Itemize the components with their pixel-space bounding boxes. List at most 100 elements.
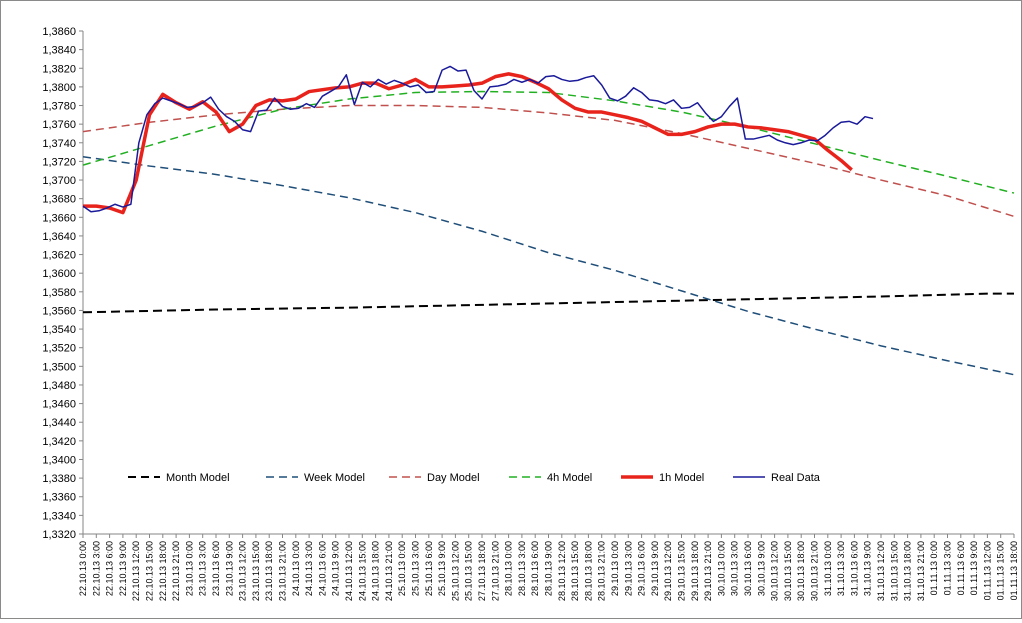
series-layer — [82, 65, 1015, 376]
x-tick-label: 28.10.13 0:00 — [504, 541, 514, 596]
y-tick-label: 1,3360 — [42, 492, 76, 504]
x-tick-label: 23.10.13 3:00 — [198, 541, 208, 596]
x-tick-label: 28.10.13 18:00 — [583, 541, 593, 601]
x-tick-label: 24.10.13 9:00 — [331, 541, 341, 596]
x-tick-label: 23.10.13 6:00 — [211, 541, 221, 596]
y-tick-label: 1,3660 — [42, 212, 76, 224]
series-line-month-model — [82, 292, 1014, 314]
x-tick-label: 24.10.13 18:00 — [371, 541, 381, 601]
legend-label-month-model: Month Model — [166, 472, 230, 484]
y-tick-label: 1,3320 — [42, 529, 76, 541]
y-tick-label: 1,3420 — [42, 436, 76, 448]
plot-frame — [82, 31, 1014, 535]
x-tick-label: 22.10.13 21:00 — [171, 541, 181, 601]
x-tick-label: 25.10.13 12:00 — [450, 541, 460, 601]
x-tick-label: 28.10.13 12:00 — [557, 541, 567, 601]
x-tick-label: 30.10.13 0:00 — [716, 541, 726, 596]
y-tick-label: 1,3700 — [42, 175, 76, 187]
series-line-week-model — [82, 156, 1015, 376]
x-tick-label: 31.10.13 12:00 — [876, 541, 886, 601]
x-tick-label: 22.10.13 3:00 — [91, 541, 101, 596]
x-tick-label: 22.10.13 0:00 — [78, 541, 88, 596]
y-tick-label: 1,3520 — [42, 343, 76, 355]
x-tick-label: 28.10.13 3:00 — [517, 541, 527, 596]
y-tick-label: 1,3740 — [42, 138, 76, 150]
x-tick-label: 24.10.13 3:00 — [304, 541, 314, 596]
x-tick-label: 30.10.13 18:00 — [796, 541, 806, 601]
y-tick-label: 1,3600 — [42, 268, 76, 280]
x-tick-label: 29.10.13 9:00 — [650, 541, 660, 596]
legend-label-1h-model: 1h Model — [659, 472, 704, 484]
y-tick-label: 1,3540 — [42, 324, 76, 336]
x-tick-label: 30.10.13 6:00 — [743, 541, 753, 596]
y-tick-label: 1,3760 — [42, 119, 76, 131]
legend-box — [108, 463, 834, 491]
x-tick-label: 24.10.13 0:00 — [291, 541, 301, 596]
y-tick-label: 1,3720 — [42, 156, 76, 168]
x-tick-label: 27.10.13 21:00 — [490, 541, 500, 601]
x-tick-label: 29.10.13 3:00 — [623, 541, 633, 596]
x-tick-label: 24.10.13 15:00 — [357, 541, 367, 601]
x-tick-label: 25.10.13 0:00 — [397, 541, 407, 596]
x-tick-label: 24.10.13 21:00 — [384, 541, 394, 601]
y-tick-label: 1,3780 — [42, 101, 76, 113]
y-tick-label: 1,3500 — [42, 361, 76, 373]
x-tick-label: 25.10.13 6:00 — [424, 541, 434, 596]
x-tick-label: 27.10.13 18:00 — [477, 541, 487, 601]
y-tick-label: 1,3840 — [42, 45, 76, 57]
x-tick-label: 29.10.13 21:00 — [703, 541, 713, 601]
x-tick-label: 29.10.13 18:00 — [690, 541, 700, 601]
x-tick-label: 23.10.13 12:00 — [238, 541, 248, 601]
series-line-real-data — [82, 65, 874, 213]
x-tick-label: 23.10.13 9:00 — [224, 541, 234, 596]
x-tick-label: 28.10.13 15:00 — [570, 541, 580, 601]
y-tick-label: 1,3580 — [42, 287, 76, 299]
x-tick-label: 31.10.13 9:00 — [863, 541, 873, 596]
x-tick-label: 31.10.13 6:00 — [849, 541, 859, 596]
legend-label-4h-model: 4h Model — [547, 472, 592, 484]
x-tick-label: 31.10.13 3:00 — [836, 541, 846, 596]
y-tick-label: 1,3620 — [42, 250, 76, 262]
x-tick-label: 29.10.13 0:00 — [610, 541, 620, 596]
x-tick-label: 22.10.13 18:00 — [158, 541, 168, 601]
x-tick-label: 31.10.13 15:00 — [889, 541, 899, 601]
x-tick-label: 01.11.13 18:00 — [1009, 541, 1019, 600]
y-tick-label: 1,3440 — [42, 417, 76, 429]
series-line-1h-model — [83, 72, 853, 215]
x-tick-label: 25.10.13 9:00 — [437, 541, 447, 596]
x-tick-label: 25.10.13 3:00 — [411, 541, 421, 596]
legend-label-day-model: Day Model — [427, 472, 480, 484]
series-line-4h-model — [82, 90, 1015, 194]
x-tick-label: 30.10.13 9:00 — [756, 541, 766, 596]
y-tick-label: 1,3560 — [42, 305, 76, 317]
x-tick-label: 24.10.13 12:00 — [344, 541, 354, 601]
x-tick-label: 01.11.13 3:00 — [943, 541, 953, 595]
y-tick-label: 1,3860 — [42, 26, 76, 38]
x-tick-label: 30.10.13 21:00 — [810, 541, 820, 601]
y-tick-label: 1,3820 — [42, 63, 76, 75]
y-tick-label: 1,3640 — [42, 231, 76, 243]
y-axis: 1,3320 1,3340 1,3360 1,3380 1,3400 1,3420 1,34… — [42, 26, 83, 541]
legend-label-real-data: Real Data — [771, 472, 821, 484]
x-tick-label: 22.10.13 9:00 — [118, 541, 128, 596]
y-tick-label: 1,3480 — [42, 380, 76, 392]
x-tick-label: 01.11.13 15:00 — [996, 541, 1006, 600]
x-tick-label: 29.10.13 15:00 — [677, 541, 687, 601]
x-tick-label: 23.10.13 15:00 — [251, 541, 261, 601]
y-tick-label: 1,3680 — [42, 194, 76, 206]
y-tick-label: 1,3380 — [42, 473, 76, 485]
x-tick-label: 30.10.13 3:00 — [730, 541, 740, 596]
x-tick-label: 01.11.13 0:00 — [929, 541, 939, 595]
legend-label-week-model: Week Model — [304, 472, 365, 484]
x-tick-label: 29.10.13 12:00 — [663, 541, 673, 601]
x-tick-label: 28.10.13 6:00 — [530, 541, 540, 596]
x-tick-label: 31.10.13 21:00 — [916, 541, 926, 601]
y-tick-label: 1,3400 — [42, 454, 76, 466]
x-axis: 22.10.13 0:00 22.10.13 3:00 22.10.13 6:00 2… — [78, 534, 1019, 601]
series-line-day-model — [82, 104, 1015, 218]
x-tick-label: 01.11.13 12:00 — [982, 541, 992, 600]
y-tick-label: 1,3460 — [42, 399, 76, 411]
x-tick-label: 23.10.13 21:00 — [278, 541, 288, 601]
